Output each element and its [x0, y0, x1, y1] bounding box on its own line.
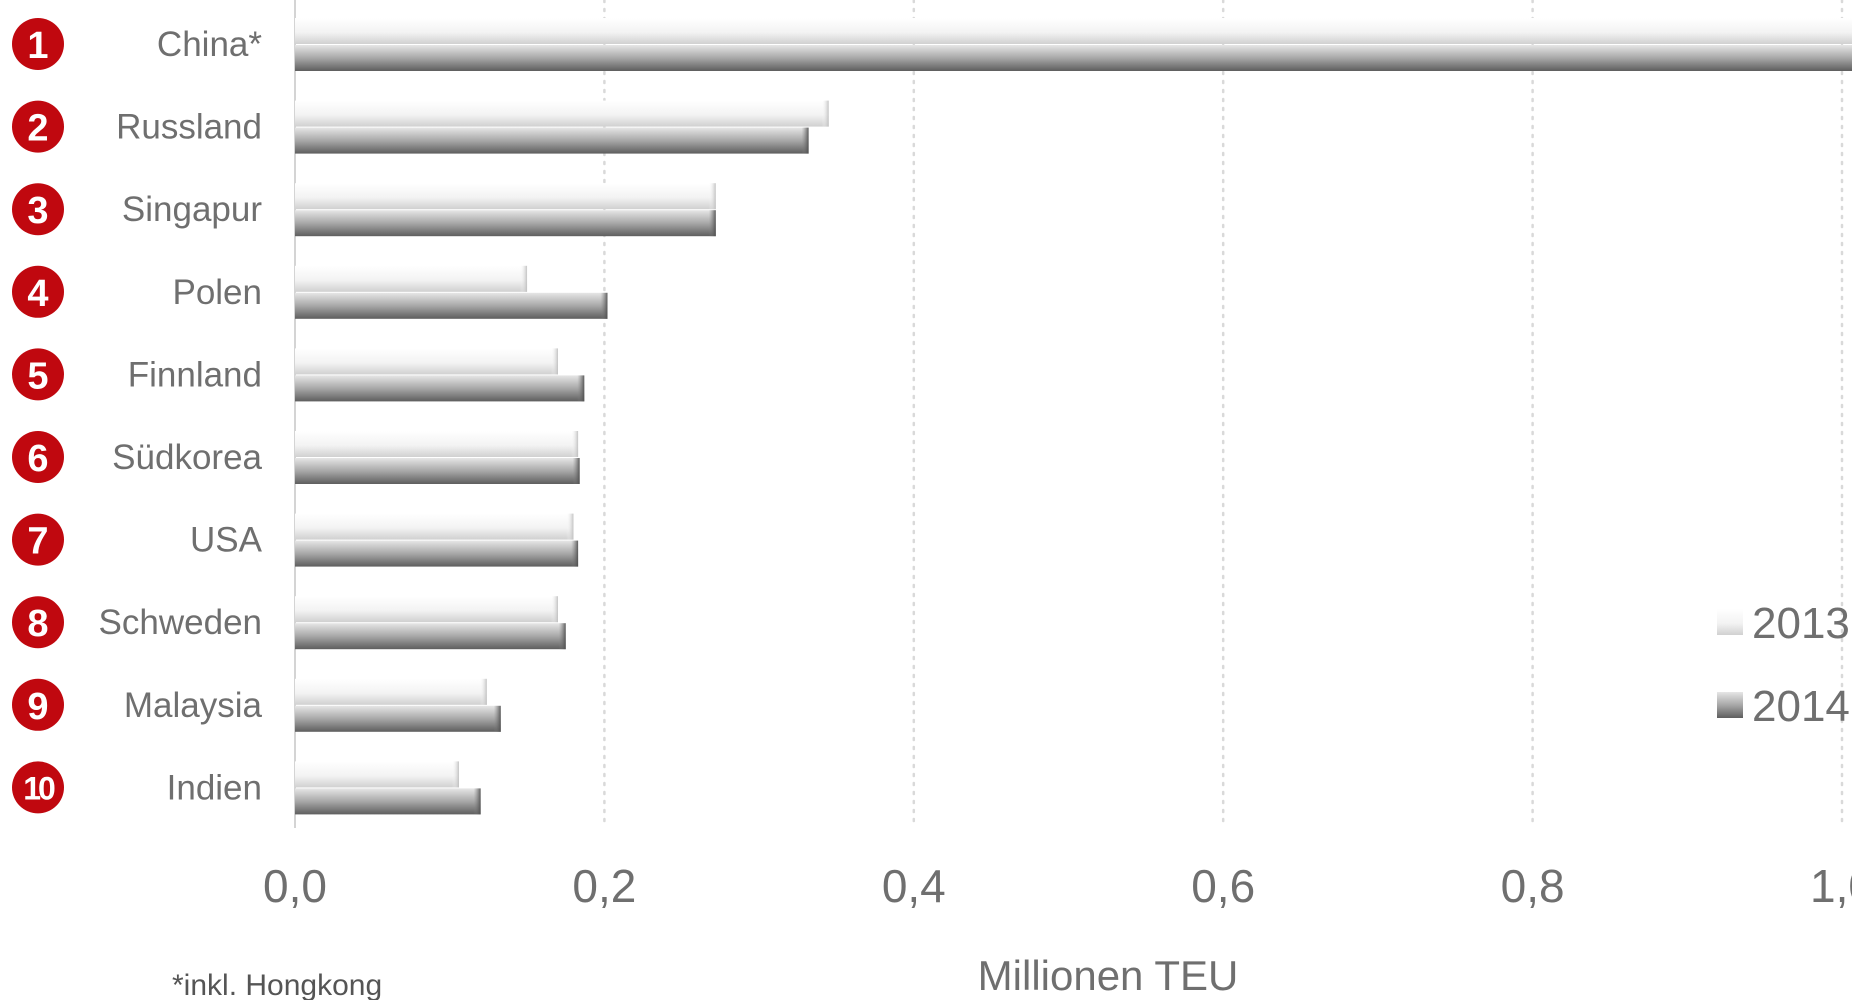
bar-2014-4: [295, 292, 608, 319]
rank-badge: 2: [12, 100, 64, 153]
x-tick-label: 0,2: [572, 860, 636, 912]
footnote: *inkl. Hongkong: [172, 969, 382, 1000]
category-label: Malaysia: [124, 686, 263, 725]
bar-2014-6: [295, 458, 580, 484]
rank-circle: [12, 596, 64, 649]
bar-2013-9: [295, 678, 487, 705]
rank-badge: 7: [12, 513, 64, 566]
rank-circle: [12, 265, 64, 318]
legend-label: 2013: [1752, 599, 1850, 648]
rank-badge: 10: [12, 761, 64, 814]
rank-badge: 4: [12, 265, 64, 318]
legend-item-2014: 2014: [1717, 682, 1850, 731]
rank-badge: 3: [12, 183, 64, 236]
bar-2014-2: [295, 127, 809, 154]
bar-end-shade: [577, 375, 585, 402]
rank-number: 9: [27, 686, 48, 728]
bar-2013-3: [295, 183, 716, 210]
rank-number: 7: [27, 521, 48, 563]
category-label: USA: [190, 521, 263, 560]
rank-number: 4: [27, 273, 48, 315]
bar-end-shade: [600, 292, 608, 319]
rank-circle: [12, 100, 64, 153]
bar-2014-8: [295, 623, 566, 650]
category-label: Indien: [167, 768, 262, 807]
rank-badges: 1 2 3 4 5 6 7 8 9 10: [12, 18, 64, 814]
bar-2014-3: [295, 210, 716, 237]
category-label: Russland: [116, 108, 262, 147]
rank-badge: 5: [12, 348, 64, 401]
bar-end-shade: [801, 127, 809, 154]
bar-end-shade: [493, 705, 501, 732]
rank-badge: 8: [12, 596, 64, 649]
rank-circle: [12, 431, 64, 483]
bar-end-shade: [558, 623, 566, 650]
bar-end-shade: [708, 183, 716, 210]
bar-2014-7: [295, 540, 579, 567]
x-tick-labels: 0,00,20,40,60,81,01,21,4: [263, 860, 1852, 912]
category-label: Südkorea: [112, 438, 262, 477]
legend: 2013 2014: [1717, 599, 1850, 731]
bar-2013-6: [295, 431, 579, 457]
rank-badge: 6: [12, 431, 64, 483]
legend-swatch: [1717, 692, 1743, 718]
bar-end-shade: [571, 540, 579, 567]
bar-2013-8: [295, 596, 558, 623]
x-tick-label: 1,0: [1810, 860, 1852, 912]
bar-2013-4: [295, 265, 528, 292]
rank-number: 1: [27, 25, 48, 67]
bar-end-shade: [571, 431, 579, 457]
category-label: Polen: [172, 273, 262, 312]
legend-label: 2014: [1752, 682, 1850, 731]
bar-2014-9: [295, 705, 501, 732]
rank-badge: 1: [12, 18, 64, 70]
x-tick-label: 0,8: [1501, 860, 1565, 912]
rank-circle: [12, 183, 64, 236]
bar-end-shade: [566, 513, 574, 540]
bar-end-shade: [473, 788, 481, 815]
rank-circle: [12, 761, 64, 814]
rank-circle: [12, 348, 64, 401]
bar-end-shade: [479, 678, 487, 705]
bar-end-shade: [550, 348, 558, 375]
legend-swatch: [1717, 609, 1743, 635]
bar-2014-10: [295, 788, 481, 815]
bar-2013-10: [295, 761, 459, 788]
bar-2013-5: [295, 348, 558, 375]
x-tick-label: 0,4: [882, 860, 946, 912]
category-labels: China* Russland Singapur Polen Finnland Südko…: [99, 25, 263, 807]
bars: [295, 18, 1852, 815]
rank-number: 3: [27, 190, 48, 232]
bar-end-shade: [708, 210, 716, 237]
category-label: Singapur: [122, 190, 262, 229]
rank-number: 6: [27, 438, 48, 480]
rank-circle: [12, 678, 64, 731]
rank-number: 8: [27, 603, 48, 645]
bar-2014-5: [295, 375, 585, 402]
x-tick-label: 0,0: [263, 860, 327, 912]
bar-end-shade: [550, 596, 558, 623]
bar-2013-1: [295, 18, 1852, 44]
legend-item-2013: 2013: [1717, 599, 1850, 648]
rank-number: 2: [27, 108, 48, 150]
bar-end-shade: [451, 761, 459, 788]
x-axis-title: Millionen TEU: [978, 952, 1239, 999]
rank-number: 10: [23, 770, 55, 806]
category-label: Schweden: [99, 603, 262, 642]
bar-2014-1: [295, 45, 1852, 71]
category-label: Finnland: [128, 355, 262, 394]
rank-circle: [12, 513, 64, 566]
rank-number: 5: [27, 355, 48, 397]
bar-end-shade: [520, 265, 528, 292]
x-tick-label: 0,6: [1191, 860, 1255, 912]
bar-end-shade: [572, 458, 580, 484]
bar-end-shade: [821, 100, 829, 127]
category-label: China*: [157, 25, 262, 64]
rank-circle: [12, 18, 64, 70]
bar-2013-7: [295, 513, 574, 540]
rank-badge: 9: [12, 678, 64, 731]
bar-2013-2: [295, 100, 829, 127]
